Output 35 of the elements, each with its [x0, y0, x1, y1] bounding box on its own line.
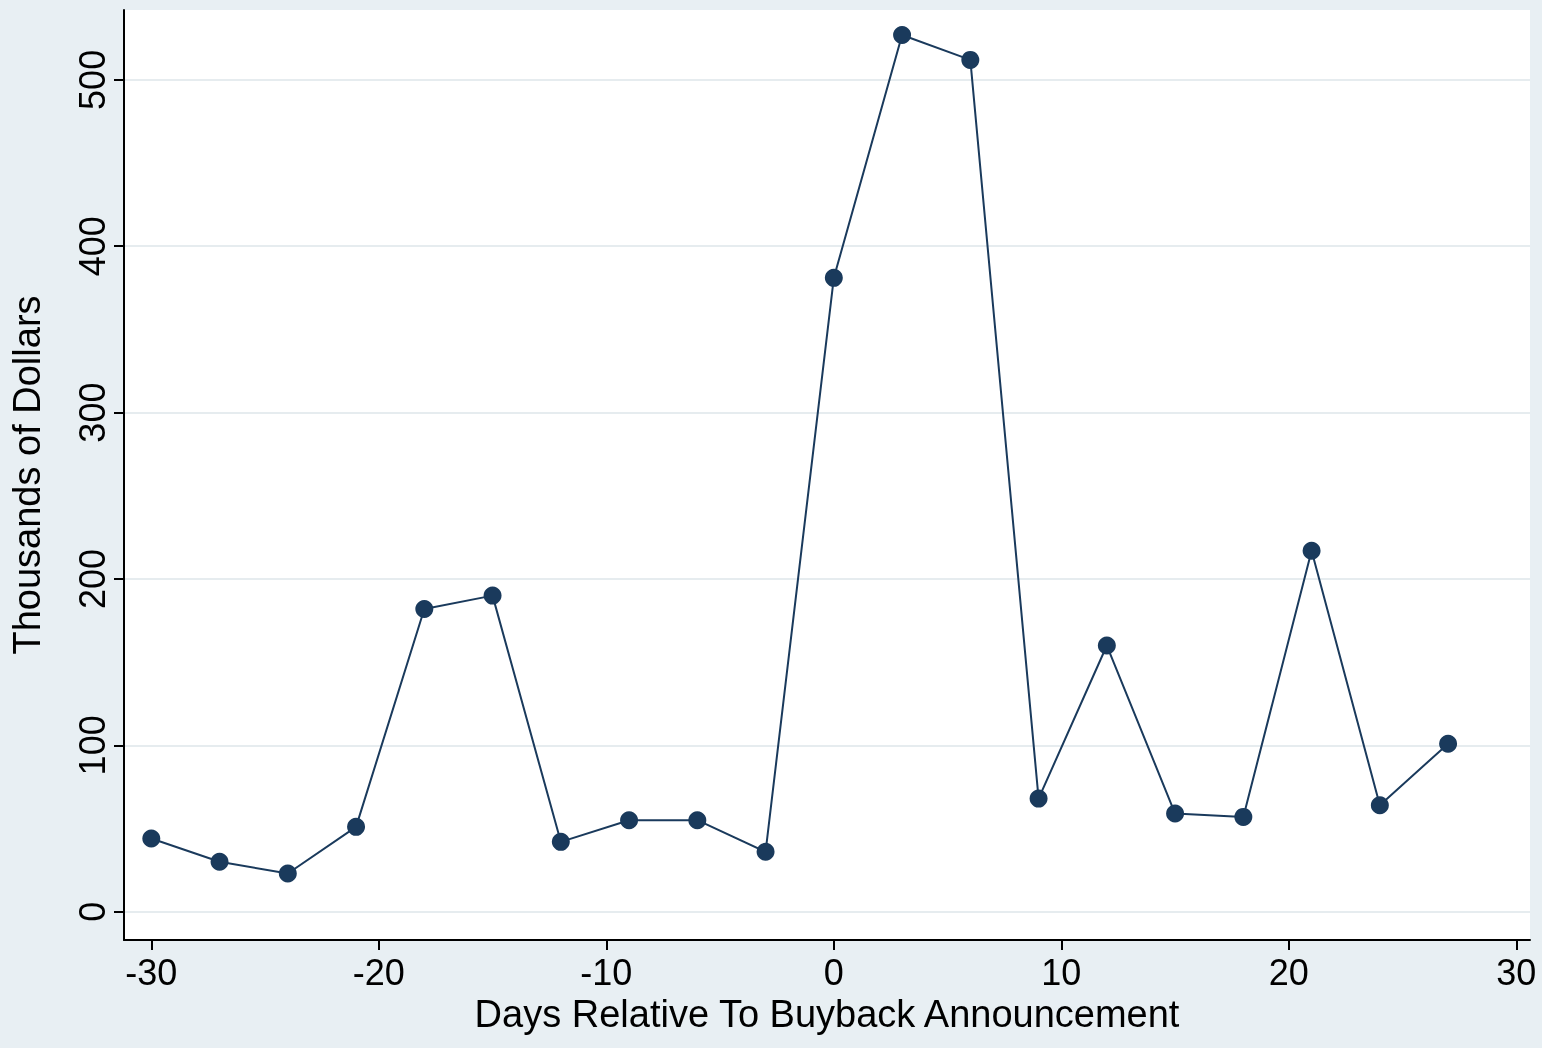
point — [483, 586, 502, 605]
y-tick-label: 0 — [71, 901, 113, 922]
x-tick-label: 10 — [1041, 951, 1082, 993]
x-tick-label: -10 — [580, 951, 633, 993]
point — [1302, 541, 1321, 560]
point — [688, 811, 707, 830]
point — [142, 829, 161, 848]
y-tick-label: 400 — [71, 216, 113, 277]
y-tick-label: 100 — [71, 715, 113, 776]
x-axis-title: Days Relative To Buyback Announcement — [474, 992, 1180, 1035]
x-tick-label: 30 — [1496, 951, 1537, 993]
point — [551, 832, 570, 851]
point — [1029, 789, 1048, 808]
point — [278, 864, 297, 883]
point — [347, 817, 366, 836]
point — [210, 852, 229, 871]
point — [756, 842, 775, 861]
x-tick-label: 20 — [1268, 951, 1309, 993]
point — [1097, 636, 1116, 655]
point — [1439, 734, 1458, 753]
point — [1370, 796, 1389, 815]
x-tick-label: -30 — [125, 951, 178, 993]
x-tick-label: 0 — [823, 951, 844, 993]
y-tick-label: 500 — [71, 49, 113, 110]
y-tick-label: 200 — [71, 548, 113, 610]
point — [620, 811, 639, 830]
point — [1234, 807, 1253, 826]
point — [961, 50, 980, 69]
point — [415, 599, 434, 618]
y-tick-label: 300 — [71, 382, 113, 443]
point — [1166, 804, 1185, 823]
y-axis-title: Thousands of Dollars — [6, 295, 48, 655]
point — [824, 268, 843, 287]
x-tick-label: -20 — [352, 951, 405, 993]
point — [893, 25, 912, 44]
